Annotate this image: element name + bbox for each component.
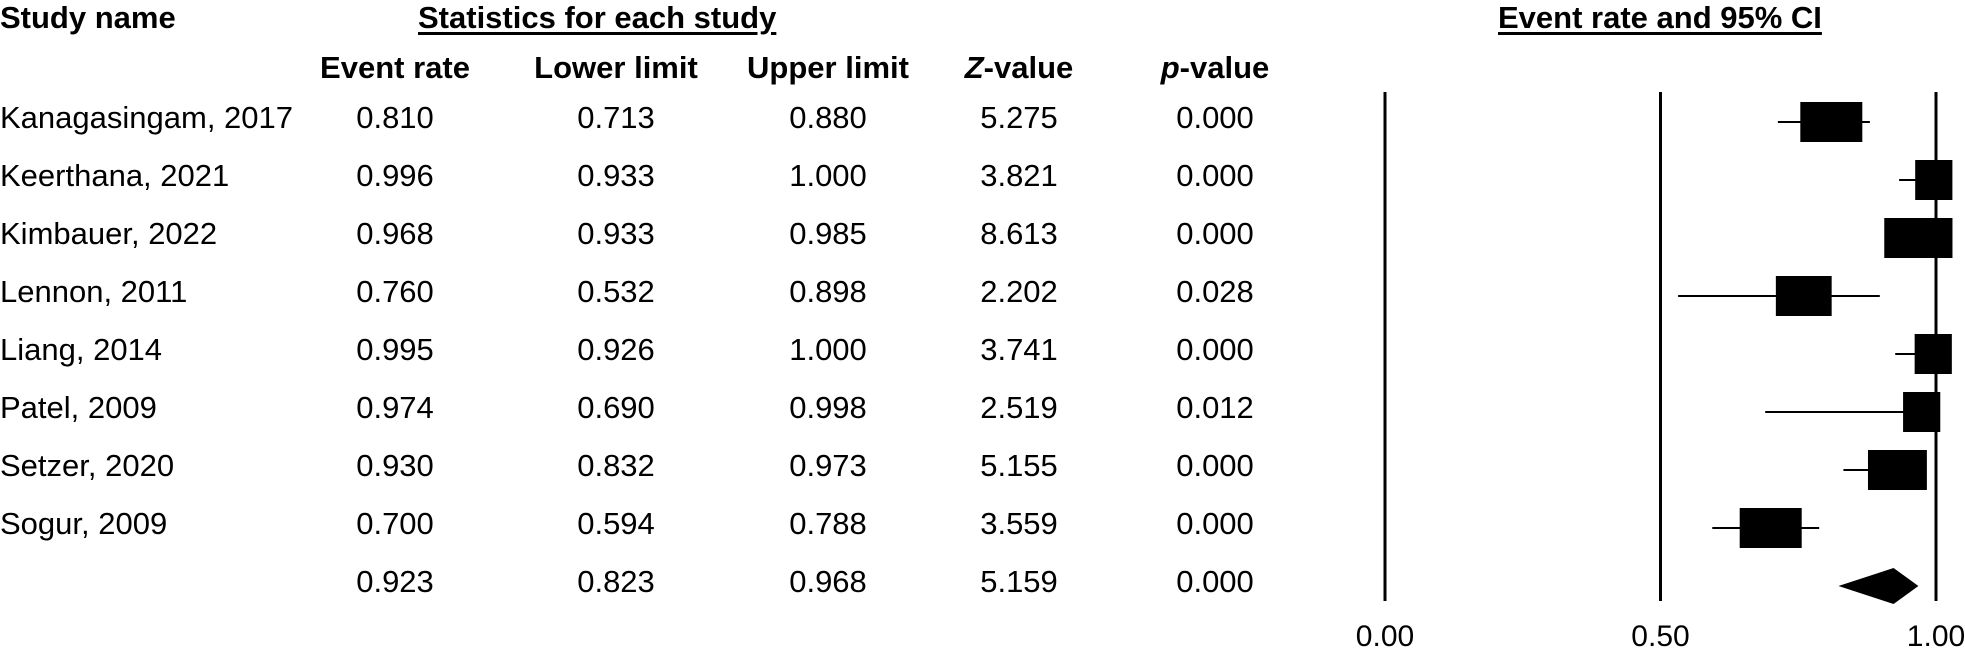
z-value: 8.613 [980, 216, 1058, 251]
z-value: 3.559 [980, 506, 1058, 541]
upper-limit-value: 0.985 [789, 216, 867, 251]
p-letter: p [1160, 50, 1180, 85]
x-tick-label: 0.00 [1356, 620, 1414, 650]
study-name: Lennon, 2011 [0, 274, 188, 309]
summary-lower-limit: 0.823 [577, 564, 655, 599]
lower-limit-value: 0.933 [577, 158, 655, 193]
z-value-header: Z-value [965, 52, 1074, 83]
study-box [1914, 334, 1952, 374]
z-value: 3.821 [980, 158, 1058, 193]
study-box [1739, 508, 1802, 548]
lower-limit-header: Lower limit [534, 50, 698, 85]
p-value: 0.000 [1176, 448, 1254, 483]
p-suffix: -value [1179, 50, 1270, 85]
upper-limit-value: 0.998 [789, 390, 867, 425]
pooled-diamond [1838, 568, 1919, 604]
plot-header: Event rate and 95% CI [1498, 0, 1822, 35]
study-name: Liang, 2014 [0, 332, 163, 367]
event-rate-value: 0.930 [356, 448, 434, 483]
p-value-header: p-value [1161, 52, 1270, 83]
statistics-group-header: Statistics for each study [418, 0, 777, 35]
study-name: Setzer, 2020 [0, 448, 175, 483]
summary-upper-limit: 0.968 [789, 564, 867, 599]
study-name: Sogur, 2009 [0, 506, 168, 541]
upper-limit-value: 1.000 [789, 158, 867, 193]
summary-z-value: 5.159 [980, 564, 1058, 599]
upper-limit-value: 0.973 [789, 448, 867, 483]
study-name-header: Study name [0, 0, 176, 35]
event-rate-value: 0.810 [356, 100, 434, 135]
event-rate-value: 0.995 [356, 332, 434, 367]
study-name: Patel, 2009 [0, 390, 157, 425]
event-rate-value: 0.974 [356, 390, 434, 425]
study-name: Kanagasingam, 2017 [0, 100, 294, 135]
upper-limit-value: 0.788 [789, 506, 867, 541]
z-value: 5.275 [980, 100, 1058, 135]
z-suffix: -value [983, 50, 1074, 85]
study-box [1884, 218, 1953, 258]
upper-limit-header: Upper limit [747, 50, 909, 85]
p-value: 0.000 [1176, 100, 1254, 135]
p-value: 0.012 [1176, 390, 1254, 425]
event-rate-value: 0.968 [356, 216, 434, 251]
p-value: 0.028 [1176, 274, 1254, 309]
lower-limit-value: 0.690 [577, 390, 655, 425]
lower-limit-value: 0.933 [577, 216, 655, 251]
study-box [1775, 276, 1832, 316]
summary-event-rate: 0.923 [356, 564, 434, 599]
z-value: 3.741 [980, 332, 1058, 367]
upper-limit-value: 0.898 [789, 274, 867, 309]
study-box [1903, 392, 1941, 432]
p-value: 0.000 [1176, 158, 1254, 193]
x-tick-label: 1.00 [1907, 620, 1965, 650]
upper-limit-value: 1.000 [789, 332, 867, 367]
z-value: 2.519 [980, 390, 1058, 425]
event-rate-value: 0.700 [356, 506, 434, 541]
summary-p-value: 0.000 [1176, 564, 1254, 599]
p-value: 0.000 [1176, 216, 1254, 251]
lower-limit-value: 0.926 [577, 332, 655, 367]
study-box [1800, 102, 1863, 142]
p-value: 0.000 [1176, 332, 1254, 367]
event-rate-value: 0.760 [356, 274, 434, 309]
lower-limit-value: 0.594 [577, 506, 655, 541]
x-tick-label: 0.50 [1631, 620, 1689, 650]
z-letter: Z [964, 50, 984, 85]
upper-limit-value: 0.880 [789, 100, 867, 135]
z-value: 2.202 [980, 274, 1058, 309]
study-name: Keerthana, 2021 [0, 158, 230, 193]
lower-limit-value: 0.713 [577, 100, 655, 135]
event-rate-header: Event rate [320, 50, 470, 85]
z-value: 5.155 [980, 448, 1058, 483]
event-rate-value: 0.996 [356, 158, 434, 193]
study-box [1867, 450, 1927, 490]
study-name: Kimbauer, 2022 [0, 216, 218, 251]
study-box [1915, 160, 1953, 200]
lower-limit-value: 0.532 [577, 274, 655, 309]
p-value: 0.000 [1176, 506, 1254, 541]
lower-limit-value: 0.832 [577, 448, 655, 483]
